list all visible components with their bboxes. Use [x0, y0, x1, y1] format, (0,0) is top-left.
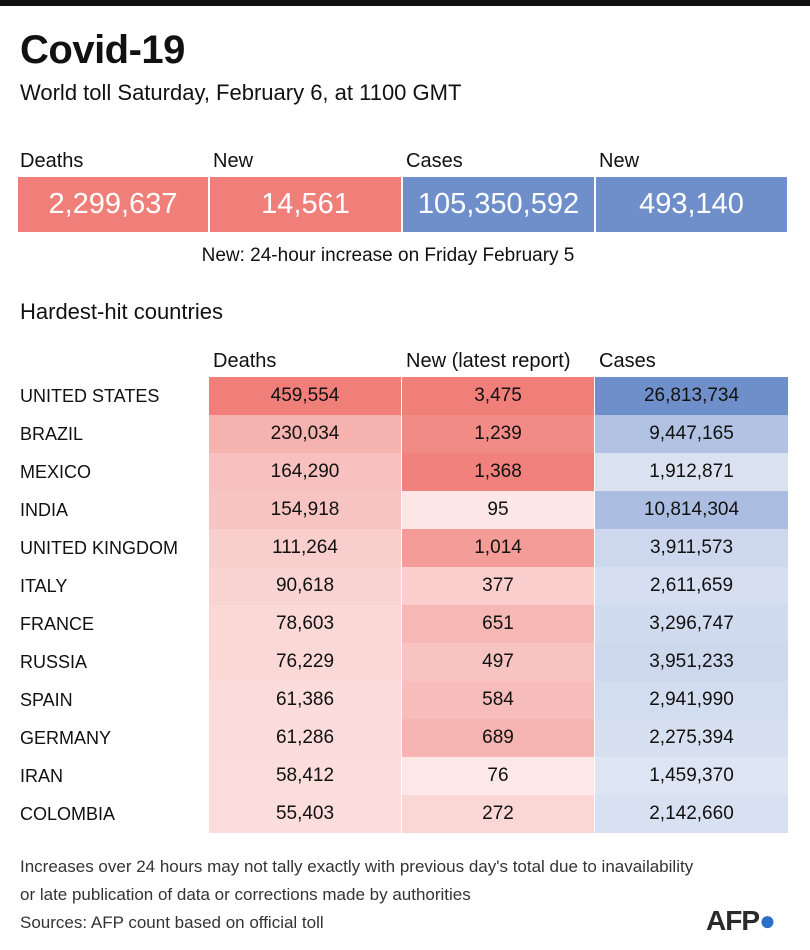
country-name: FRANCE: [20, 614, 95, 634]
deaths-cell: 78,603: [209, 605, 401, 643]
cases-cell: 10,814,304: [595, 491, 788, 529]
country-name: BRAZIL: [20, 424, 84, 444]
new-cell: 1,368: [402, 453, 594, 491]
section-title: Hardest-hit countries: [20, 299, 223, 324]
cases-cell: 2,275,394: [595, 719, 788, 757]
country-name: INDIA: [20, 500, 69, 520]
deaths-cell: 61,386: [209, 681, 401, 719]
table-row: IRAN 58,412 76 1,459,370: [0, 757, 810, 795]
deaths-cell: 111,264: [209, 529, 401, 567]
cases-total-box: 105,350,592: [403, 177, 594, 232]
table-row: BRAZIL 230,034 1,239 9,447,165: [0, 415, 810, 453]
cases-cell: 3,951,233: [595, 643, 788, 681]
deaths-cell: 55,403: [209, 795, 401, 833]
table-row: ITALY 90,618 377 2,611,659: [0, 567, 810, 605]
deaths-cell: 154,918: [209, 491, 401, 529]
country-name: RUSSIA: [20, 652, 88, 672]
cases-cell: 1,912,871: [595, 453, 788, 491]
deaths-cell: 58,412: [209, 757, 401, 795]
table-row: RUSSIA 76,229 497 3,951,233: [0, 643, 810, 681]
new-cell: 497: [402, 643, 594, 681]
deaths-cell: 61,286: [209, 719, 401, 757]
column-header-new: New (latest report): [406, 350, 571, 372]
page-subtitle: World toll Saturday, February 6, at 1100…: [20, 80, 462, 105]
new-cell: 1,239: [402, 415, 594, 453]
deaths-cell: 164,290: [209, 453, 401, 491]
cases-cell: 1,459,370: [595, 757, 788, 795]
new-definition-note: New: 24-hour increase on Friday February…: [201, 245, 575, 266]
cases-label: Cases: [406, 150, 463, 172]
country-name: COLOMBIA: [20, 804, 116, 824]
cases-cell: 2,142,660: [595, 795, 788, 833]
country-name: UNITED STATES: [20, 386, 160, 406]
country-name: SPAIN: [20, 690, 73, 710]
column-header-cases: Cases: [599, 350, 656, 372]
deaths-cell: 459,554: [209, 377, 401, 415]
cases-cell: 26,813,734: [595, 377, 788, 415]
new-cases-label: New: [599, 150, 640, 172]
country-name: ITALY: [20, 576, 68, 596]
table-row: UNITED STATES 459,554 3,475 26,813,734: [0, 377, 810, 415]
footer-note-line2: or late publication of data or correctio…: [20, 885, 471, 904]
cases-cell: 2,941,990: [595, 681, 788, 719]
cases-cell: 3,296,747: [595, 605, 788, 643]
footer-note-line1: Increases over 24 hours may not tally ex…: [20, 857, 694, 876]
country-name: IRAN: [20, 766, 64, 786]
footer-source: Sources: AFP count based on official tol…: [20, 913, 324, 932]
deaths-label: Deaths: [20, 150, 84, 172]
table-row: INDIA 154,918 95 10,814,304: [0, 491, 810, 529]
new-cell: 689: [402, 719, 594, 757]
new-deaths-box: 14,561: [210, 177, 401, 232]
new-cell: 95: [402, 491, 594, 529]
new-cases-box: 493,140: [596, 177, 787, 232]
cases-cell: 2,611,659: [595, 567, 788, 605]
deaths-total-box: 2,299,637: [18, 177, 208, 232]
table-row: UNITED KINGDOM 111,264 1,014 3,911,573: [0, 529, 810, 567]
top-rule: [0, 0, 810, 6]
table-row: COLOMBIA 55,403 272 2,142,660: [0, 795, 810, 833]
new-cell: 584: [402, 681, 594, 719]
column-header-deaths: Deaths: [213, 350, 277, 372]
country-name: MEXICO: [20, 462, 92, 482]
deaths-cell: 76,229: [209, 643, 401, 681]
new-cell: 377: [402, 567, 594, 605]
new-cell: 1,014: [402, 529, 594, 567]
new-cell: 272: [402, 795, 594, 833]
country-name: GERMANY: [20, 728, 112, 748]
page-title: Covid-19: [20, 28, 185, 72]
cases-cell: 3,911,573: [595, 529, 788, 567]
new-cell: 3,475: [402, 377, 594, 415]
deaths-cell: 230,034: [209, 415, 401, 453]
country-name: UNITED KINGDOM: [20, 538, 179, 558]
table-row: FRANCE 78,603 651 3,296,747: [0, 605, 810, 643]
table-row: SPAIN 61,386 584 2,941,990: [0, 681, 810, 719]
table-row: MEXICO 164,290 1,368 1,912,871: [0, 453, 810, 491]
new-cell: 76: [402, 757, 594, 795]
new-deaths-label: New: [213, 150, 254, 172]
table-row: GERMANY 61,286 689 2,275,394: [0, 719, 810, 757]
cases-cell: 9,447,165: [595, 415, 788, 453]
afp-logo: AFP●: [706, 905, 776, 936]
deaths-cell: 90,618: [209, 567, 401, 605]
new-cell: 651: [402, 605, 594, 643]
